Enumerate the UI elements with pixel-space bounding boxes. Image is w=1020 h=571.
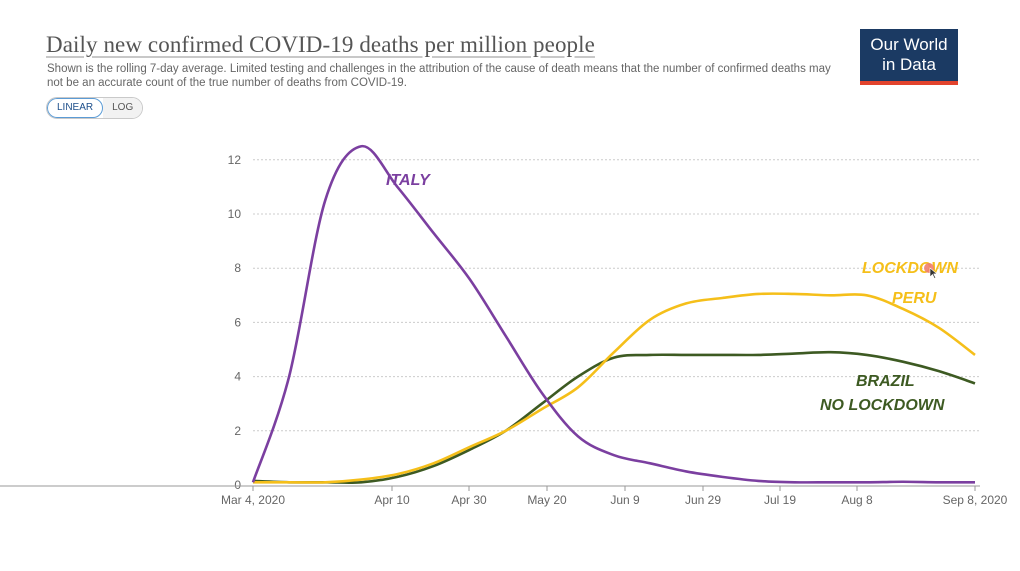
series-line-brazil[interactable] bbox=[252, 350, 976, 484]
x-tick-label: May 20 bbox=[527, 493, 567, 507]
log-scale-button[interactable]: LOG bbox=[103, 98, 143, 118]
x-tick-label: Aug 8 bbox=[841, 493, 873, 507]
series-line-italy[interactable] bbox=[251, 144, 976, 484]
logo-line-2: in Data bbox=[882, 55, 936, 74]
y-tick-label: 12 bbox=[228, 153, 242, 167]
x-tick-label: Jun 29 bbox=[685, 493, 721, 507]
x-tick-label: Apr 30 bbox=[451, 493, 487, 507]
y-tick-label: 0 bbox=[234, 478, 241, 492]
y-tick-label: 2 bbox=[234, 424, 241, 438]
scale-toggle: LINEAR LOG bbox=[46, 97, 144, 119]
brazil-annotation-name: BRAZIL bbox=[856, 373, 915, 390]
logo-line-1: Our World bbox=[870, 35, 948, 54]
linear-scale-button[interactable]: LINEAR bbox=[47, 98, 104, 118]
series-line-peru[interactable] bbox=[253, 292, 976, 484]
chart-title: Daily new confirmed COVID-19 deaths per … bbox=[46, 32, 595, 57]
brazil-annotation-no-lockdown: NO LOCKDOWN bbox=[820, 397, 945, 414]
y-tick-label: 4 bbox=[234, 370, 241, 384]
x-tick-label: Sep 8, 2020 bbox=[943, 493, 1008, 507]
x-tick-label: Jun 9 bbox=[610, 493, 640, 507]
peru-annotation-name: PERU bbox=[892, 290, 937, 307]
y-tick-label: 8 bbox=[234, 261, 241, 275]
y-tick-label: 10 bbox=[228, 207, 242, 221]
peru-annotation-lockdown: LOCKDOWN bbox=[862, 260, 958, 277]
chart-subtitle: Shown is the rolling 7-day average. Limi… bbox=[47, 63, 831, 89]
y-tick-label: 6 bbox=[234, 315, 241, 329]
x-tick-label: Apr 10 bbox=[374, 493, 410, 507]
x-tick-label: Jul 19 bbox=[764, 493, 796, 507]
mouse-cursor bbox=[924, 263, 938, 279]
owid-logo[interactable]: Our World in Data bbox=[860, 29, 958, 85]
italy-annotation: ITALY bbox=[386, 172, 431, 189]
x-tick-label: Mar 4, 2020 bbox=[221, 493, 285, 507]
